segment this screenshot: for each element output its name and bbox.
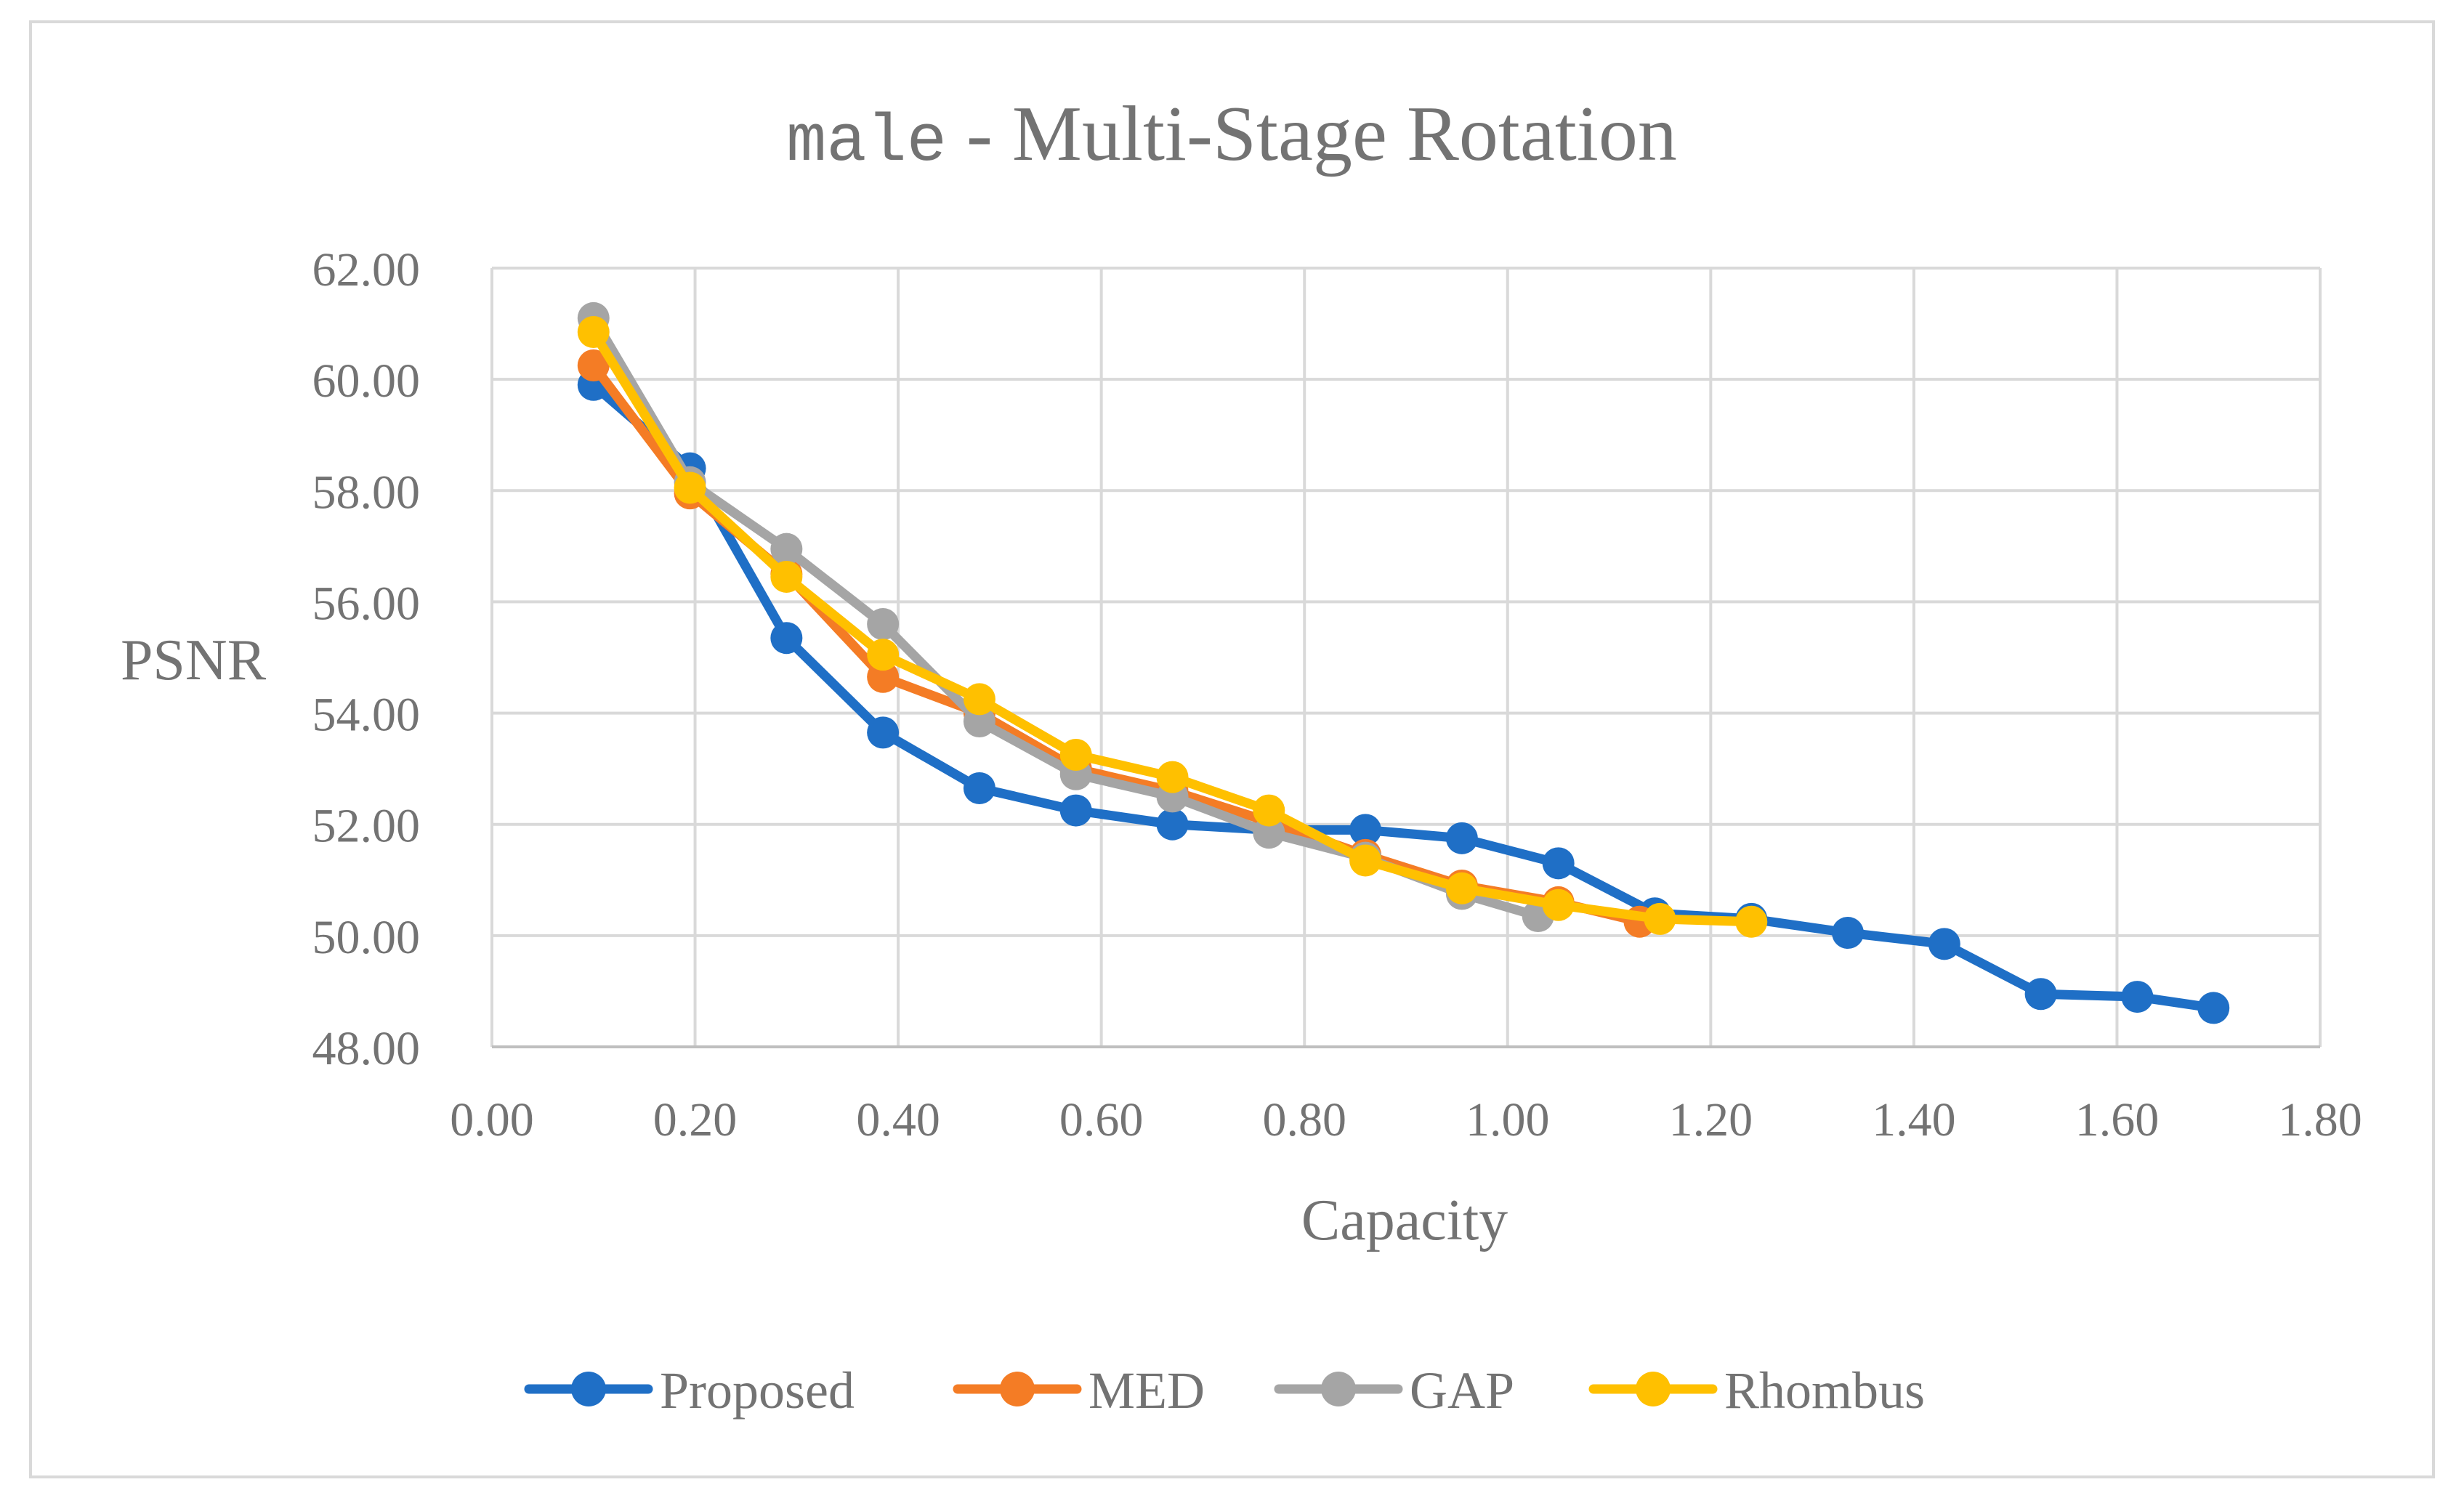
- x-tick-label: 0.60: [1059, 1093, 1144, 1146]
- data-point-rhombus: [963, 683, 995, 716]
- legend-label-proposed: Proposed: [660, 1361, 855, 1420]
- x-tick-label: 1.80: [2278, 1093, 2362, 1146]
- data-point-rhombus: [1735, 905, 1768, 938]
- data-point-proposed: [963, 772, 995, 804]
- y-axis-label: PSNR: [121, 628, 267, 692]
- x-tick-label: 1.00: [1466, 1093, 1550, 1146]
- y-tick-label: 48.00: [312, 1022, 421, 1075]
- data-point-gap: [963, 705, 995, 738]
- data-point-proposed: [2024, 978, 2057, 1011]
- chart-title-text: - Multi-Stage Rotation: [947, 91, 1677, 177]
- legend-item-gap: GAP: [1274, 1361, 1514, 1420]
- data-point-proposed: [770, 622, 803, 655]
- data-point-proposed: [1445, 822, 1478, 854]
- chart-title: male - Multi-Stage Rotation: [786, 91, 1677, 180]
- y-tick-label: 60.00: [312, 355, 421, 408]
- data-point-gap: [867, 608, 900, 641]
- x-tick-label: 1.20: [1669, 1093, 1753, 1146]
- data-point-rhombus: [1156, 761, 1189, 793]
- data-point-rhombus: [867, 639, 900, 671]
- legend-label-med: MED: [1088, 1361, 1205, 1420]
- data-point-proposed: [1832, 917, 1865, 950]
- data-point-med: [577, 349, 610, 381]
- legend-item-rhombus: Rhombus: [1588, 1361, 1925, 1420]
- data-point-gap: [1253, 817, 1285, 849]
- chart-title-mono: male: [786, 104, 947, 180]
- data-point-rhombus: [1349, 844, 1382, 877]
- series-line-med: [589, 360, 1644, 927]
- x-tick-label: 1.60: [2075, 1093, 2160, 1146]
- data-point-proposed: [1156, 808, 1189, 841]
- legend-label-gap: GAP: [1410, 1361, 1514, 1420]
- y-tick-label: 54.00: [312, 689, 421, 742]
- x-tick-label: 0.20: [653, 1093, 738, 1146]
- legend-marker-proposed: [571, 1372, 606, 1406]
- data-point-rhombus: [770, 560, 803, 593]
- axis-layer: 48.00 50.00 52.00 54.00 56.00 58.00 60.00 62.00…: [312, 243, 2362, 1146]
- data-point-rhombus: [1644, 902, 1676, 935]
- data-point-rhombus: [1253, 794, 1285, 827]
- x-tick-label: 0.40: [856, 1093, 940, 1146]
- data-point-gap: [770, 533, 803, 565]
- series-line-proposed: [589, 380, 2218, 1013]
- x-axis-label: Capacity: [1301, 1189, 1508, 1252]
- series-proposed: [577, 368, 2230, 1024]
- legend-marker-rhombus: [1636, 1372, 1671, 1406]
- data-point-proposed: [867, 716, 900, 749]
- y-tick-label: 56.00: [312, 577, 421, 630]
- data-point-proposed: [1059, 794, 1092, 827]
- x-tick-label: 0.00: [450, 1093, 534, 1146]
- data-point-rhombus: [1542, 888, 1575, 921]
- x-tick-label: 1.40: [1872, 1093, 1956, 1146]
- y-tick-label: 62.00: [312, 243, 421, 296]
- data-point-med: [867, 660, 900, 693]
- y-tick-label: 58.00: [312, 466, 421, 519]
- chart-frame: [29, 20, 2435, 1478]
- series-layer: [577, 301, 2230, 1024]
- legend: Proposed MED GAP Rhombus: [524, 1361, 1925, 1420]
- legend-item-med: MED: [953, 1361, 1205, 1420]
- y-tick-label: 52.00: [312, 800, 421, 853]
- data-point-proposed: [2197, 992, 2230, 1024]
- data-point-proposed: [1928, 928, 1960, 960]
- data-point-proposed: [2121, 981, 2154, 1013]
- data-point-rhombus: [577, 316, 610, 349]
- legend-item-proposed: Proposed: [524, 1361, 855, 1420]
- data-point-rhombus: [1059, 739, 1092, 771]
- legend-marker-med: [1000, 1372, 1035, 1406]
- grid-layer: [490, 267, 2322, 1047]
- x-tick-label: 0.80: [1262, 1093, 1346, 1146]
- data-point-proposed: [1349, 814, 1382, 846]
- legend-label-rhombus: Rhombus: [1724, 1361, 1925, 1420]
- legend-marker-gap: [1321, 1372, 1356, 1406]
- y-tick-label: 50.00: [312, 911, 421, 964]
- data-point-rhombus: [674, 471, 706, 504]
- series-rhombus: [577, 316, 1768, 938]
- data-point-rhombus: [1445, 872, 1478, 904]
- data-point-proposed: [1542, 847, 1575, 880]
- series-line-gap: [589, 313, 1543, 921]
